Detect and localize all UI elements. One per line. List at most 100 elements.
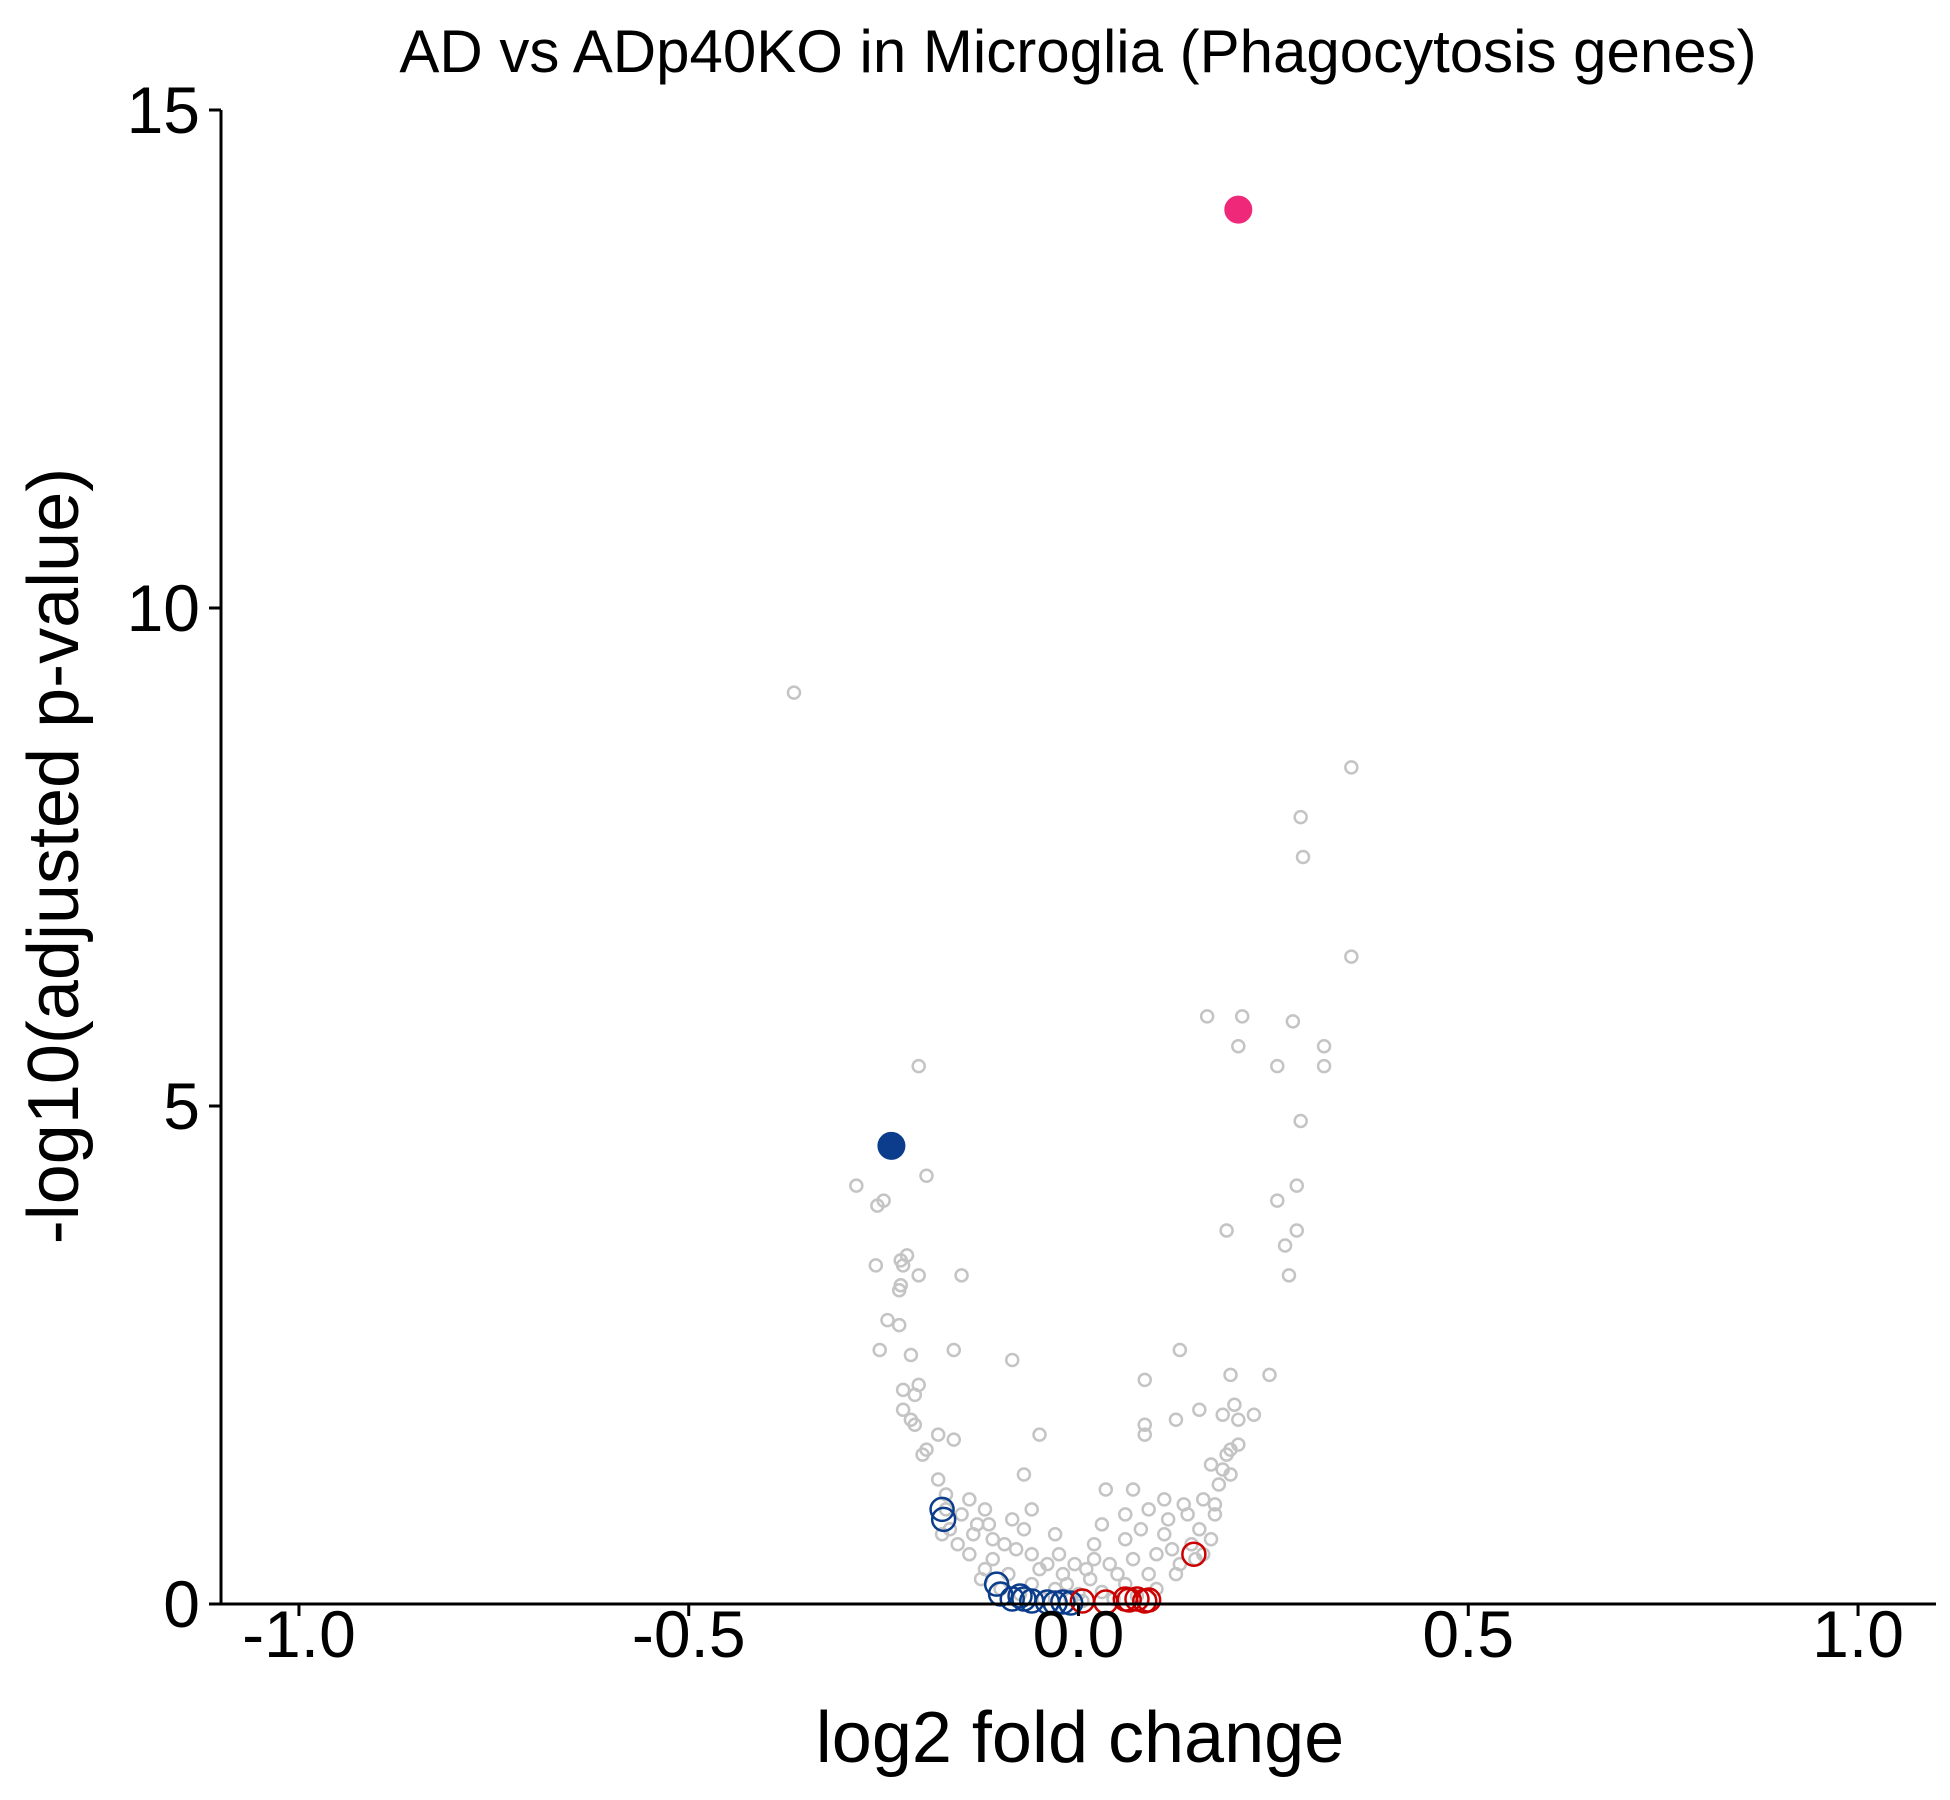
- data-point-background-genes: [1067, 1556, 1082, 1572]
- data-point-background-genes: [1168, 1566, 1184, 1582]
- data-point-background-genes: [1102, 1556, 1117, 1572]
- data-point-background-genes: [1016, 1467, 1032, 1482]
- data-point-background-genes: [1223, 1367, 1238, 1383]
- data-point-background-genes: [1160, 1512, 1176, 1527]
- data-point-phagocytosis-down: [1007, 1583, 1033, 1609]
- data-point-background-genes: [895, 1258, 911, 1273]
- data-point-background-genes: [985, 1532, 1000, 1547]
- data-point-background-genes: [1004, 1512, 1020, 1527]
- data-point-background-genes: [997, 1536, 1012, 1552]
- data-point-background-genes: [1223, 1442, 1238, 1457]
- data-point-background-genes: [911, 1058, 926, 1074]
- data-point-background-genes: [868, 1258, 884, 1273]
- data-point-background-genes: [891, 1283, 907, 1298]
- data-point-background-genes: [1277, 1238, 1293, 1253]
- x-tick-label: 0.5: [1422, 1597, 1514, 1671]
- x-axis-label: log2 fold change: [816, 1698, 1344, 1778]
- data-point-background-genes: [1079, 1561, 1094, 1577]
- data-point-phagocytosis-down: [930, 1506, 957, 1533]
- data-point-background-genes: [911, 1268, 926, 1283]
- data-point-background-genes: [1176, 1497, 1191, 1512]
- data-point-background-genes: [1024, 1502, 1039, 1517]
- data-point-background-genes: [1231, 1038, 1246, 1054]
- data-point-background-genes: [1133, 1522, 1149, 1537]
- data-point-background-genes: [1270, 1058, 1285, 1074]
- data-point-background-genes: [1344, 949, 1359, 964]
- data-point-background-genes: [1118, 1507, 1133, 1522]
- data-point-background-genes: [907, 1417, 923, 1432]
- x-tick-label: 0.0: [1033, 1597, 1125, 1671]
- data-point-background-genes: [1004, 1352, 1020, 1368]
- data-point-background-genes: [919, 1168, 934, 1183]
- data-point-background-genes: [1086, 1551, 1102, 1567]
- data-point-background-genes: [786, 685, 802, 700]
- data-point-background-genes: [1032, 1561, 1047, 1577]
- data-point-background-genes: [1016, 1522, 1032, 1537]
- data-point-background-genes: [1203, 1457, 1219, 1472]
- data-point-background-genes: [1149, 1546, 1164, 1562]
- y-axis-label: -log10(adjusted p-value): [14, 468, 94, 1244]
- data-point-background-genes: [1125, 1482, 1141, 1497]
- y-tick-label: 0: [163, 1567, 200, 1641]
- series-background_genes: [786, 685, 1359, 1609]
- data-point-background-genes: [934, 1527, 950, 1542]
- data-point-background-genes: [1125, 1551, 1141, 1567]
- data-point-background-genes: [1316, 1038, 1332, 1054]
- data-point-phagocytosis-up: [1135, 1587, 1162, 1613]
- series-highlight_down: [877, 1131, 906, 1160]
- data-point-background-genes: [930, 1427, 946, 1442]
- y-tick-label: 10: [127, 571, 200, 645]
- series-phagocytosis_up: [1069, 1541, 1207, 1615]
- chart-title: AD vs ADp40KO in Microglia (Phagocytosis…: [399, 18, 1756, 85]
- data-point-background-genes: [1118, 1532, 1133, 1547]
- data-point-background-genes: [946, 1432, 962, 1447]
- data-point-background-genes: [1157, 1492, 1172, 1507]
- data-point-background-genes: [954, 1268, 969, 1283]
- data-point-background-genes: [1293, 809, 1308, 825]
- y-tick-label: 15: [127, 73, 200, 147]
- data-point-background-genes: [919, 1442, 934, 1457]
- data-point-background-genes: [981, 1517, 997, 1532]
- data-point-background-genes: [962, 1546, 977, 1562]
- data-point-background-genes: [977, 1502, 993, 1517]
- data-point-phagocytosis-up: [1181, 1541, 1207, 1567]
- y-tick-label: 5: [163, 1069, 200, 1143]
- data-point-background-genes: [938, 1487, 954, 1502]
- data-point-background-genes: [1234, 1009, 1250, 1024]
- data-point-highlight-down: [877, 1131, 906, 1160]
- data-point-background-genes: [895, 1382, 911, 1398]
- data-point-background-genes: [1047, 1527, 1063, 1542]
- data-point-background-genes: [1137, 1372, 1153, 1388]
- data-point-background-genes: [1281, 1268, 1297, 1283]
- data-point-background-genes: [1227, 1397, 1242, 1413]
- y-axis-ticks: 0 5 10 15: [127, 73, 221, 1641]
- data-point-background-genes: [1141, 1566, 1156, 1582]
- data-point-phagocytosis-up: [1116, 1587, 1142, 1613]
- data-point-background-genes: [1094, 1584, 1110, 1600]
- data-point-background-genes: [1289, 1223, 1305, 1238]
- data-point-background-genes: [1137, 1417, 1153, 1432]
- data-point-background-genes: [880, 1312, 895, 1328]
- data-point-background-genes: [1098, 1482, 1114, 1497]
- data-point-background-genes: [1086, 1536, 1102, 1552]
- data-point-phagocytosis-down: [929, 1496, 955, 1523]
- data-point-background-genes: [1094, 1517, 1110, 1532]
- data-point-background-genes: [849, 1178, 864, 1193]
- data-point-background-genes: [1215, 1462, 1230, 1477]
- data-point-background-genes: [872, 1342, 887, 1358]
- data-point-background-genes: [1051, 1546, 1067, 1562]
- data-point-background-genes: [1219, 1223, 1234, 1238]
- x-tick-label: -0.5: [632, 1597, 746, 1671]
- data-point-background-genes: [870, 1198, 885, 1213]
- data-point-background-genes: [1137, 1427, 1153, 1442]
- data-point-background-genes: [1231, 1412, 1246, 1427]
- data-point-background-genes: [1172, 1342, 1188, 1358]
- data-point-background-genes: [907, 1387, 923, 1403]
- x-axis-ticks: -1.0 -0.5 0.0 0.5 1.0: [242, 1597, 1904, 1671]
- data-point-background-genes: [1110, 1566, 1125, 1582]
- data-point-background-genes: [895, 1402, 911, 1418]
- data-point-background-genes: [930, 1472, 946, 1487]
- data-point-background-genes: [1289, 1178, 1305, 1193]
- data-point-background-genes: [1211, 1477, 1227, 1492]
- data-point-background-genes: [950, 1536, 965, 1552]
